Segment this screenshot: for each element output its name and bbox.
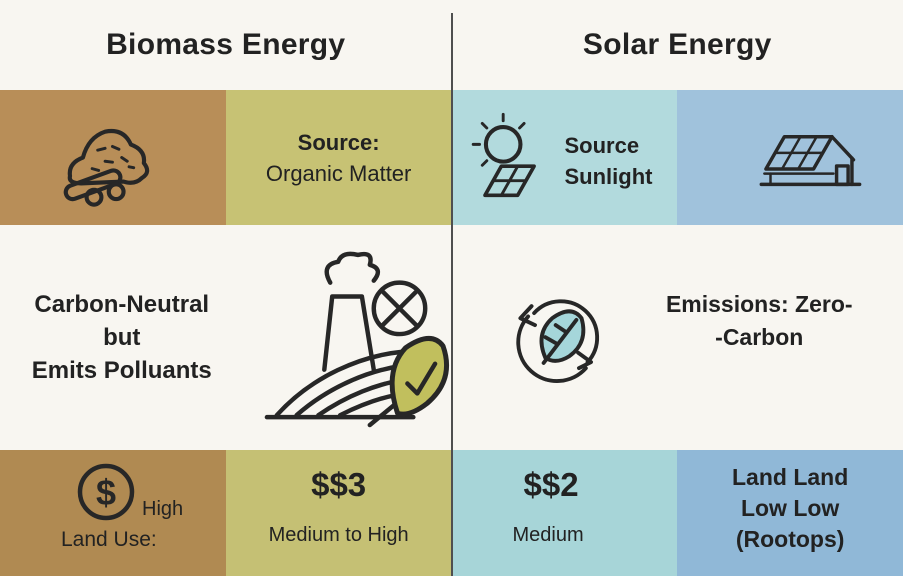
recycle-leaf-icon <box>504 282 616 394</box>
biomass-emissions-half: Carbon-Neutral but Emits Polluants <box>0 225 452 450</box>
biomass-source-text-cell: Source: Organic Matter <box>225 90 452 225</box>
header-biomass: Biomass Energy <box>0 0 452 90</box>
solar-source-text-cell: Source Sunlight <box>451 90 678 225</box>
dollar-circle-icon: $ <box>74 460 138 524</box>
dollar-symbol: $ <box>96 472 116 513</box>
solar-cost-value: $$2 <box>523 466 579 503</box>
biomass-cost-cell: $$3 Medium to High <box>225 450 452 576</box>
biomass-land-value: High <box>142 498 184 520</box>
solar-emissions-line1: Emissions: Zero- <box>665 290 853 317</box>
solar-source-line1: Source <box>564 132 640 158</box>
solar-source-line2: Sunlight <box>564 163 653 189</box>
solar-emissions-text: Emissions: Zero- -Carbon <box>616 288 903 354</box>
solar-cost-cell: $$2 Medium <box>451 450 678 576</box>
header-solar: Solar Energy <box>452 0 903 90</box>
biomass-land-use-cell: $ High Land Use: <box>0 450 226 576</box>
land-use-label: Land Use: <box>61 528 157 551</box>
sun-solar-panel-icon <box>465 106 565 210</box>
biomass-title: Biomass Energy <box>106 28 346 61</box>
solar-land-text: Land Land Low Low (Rootops) <box>732 462 848 565</box>
biomass-pile-icon <box>46 109 166 207</box>
factory-field-leaf-icon <box>253 249 451 432</box>
biomass-source-subtitle: Organic Matter <box>265 160 412 186</box>
column-divider-line <box>451 13 453 576</box>
biomass-emissions-text: Carbon-Neutral but Emits Polluants <box>1 288 243 387</box>
solar-title: Solar Energy <box>582 28 772 61</box>
solar-land-cell: Land Land Low Low (Rootops) <box>677 450 903 576</box>
biomass-cost-value: $$3 <box>311 466 367 503</box>
biomass-source-icon-cell <box>0 90 226 225</box>
solar-emissions-line2: -Carbon <box>715 323 804 350</box>
biomass-emissions-line3: Emits Polluants <box>31 357 212 384</box>
emissions-row: Carbon-Neutral but Emits Polluants <box>0 225 903 450</box>
solar-emissions-half: Emissions: Zero- -Carbon <box>452 225 903 450</box>
biomass-emissions-line1: Carbon-Neutral <box>34 291 210 318</box>
solar-land-line2: Low Low <box>740 494 840 521</box>
solar-house-icon <box>758 126 866 189</box>
biomass-source-title: Source: <box>297 129 380 155</box>
solar-land-line3: (Rootops) <box>735 525 845 552</box>
biomass-emissions-line2: but <box>103 324 141 351</box>
biomass-cost-label: Medium to High <box>268 524 409 546</box>
solar-cost-label: Medium <box>512 524 584 546</box>
source-row: Source: Organic Matter Source <box>0 90 903 225</box>
solar-land-line1: Land Land <box>731 463 849 490</box>
solar-house-icon-cell <box>677 90 903 225</box>
bottom-row: $ High Land Use: $$3 Medium to High $$2 … <box>0 450 903 576</box>
header-row: Biomass Energy Solar Energy <box>0 0 903 90</box>
